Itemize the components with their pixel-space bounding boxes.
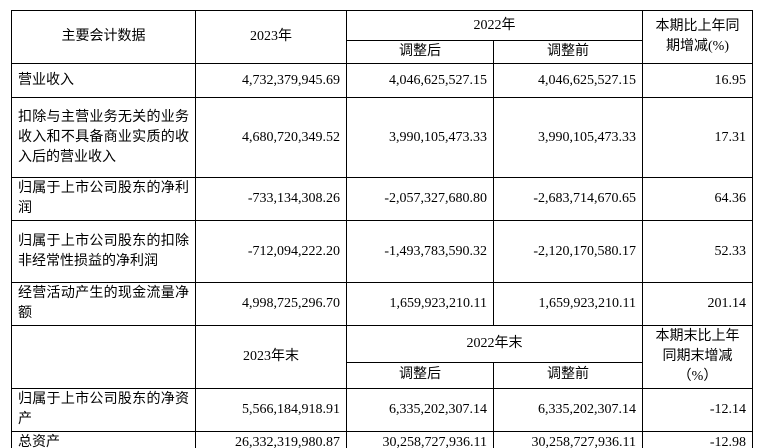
metric-label-cell: 扣除与主营业务无关的业务收入和不具备商业实质的收入后的营业收入 [11,97,196,178]
change-percent-cell: -12.14 [642,388,753,432]
section1-header-row-2: 调整后 调整前 [12,40,753,64]
value-2023-cell: 4,680,720,349.52 [195,97,347,178]
value-adjusted-before-cell: 30,258,727,936.11 [493,431,643,448]
header-2023-end: 2023年末 [195,325,347,389]
value-adjusted-before-cell: 6,335,202,307.14 [493,388,643,432]
table-row-total-assets: 总资产 26,332,319,980.87 30,258,727,936.11 … [11,431,753,448]
header-2023: 2023年 [195,10,347,64]
section1-header-row-1: 主要会计数据 2023年 2022年 本期比上年同期增减(%) [11,10,753,64]
value-adjusted-after-cell: 4,046,625,527.15 [346,63,494,98]
value-adjusted-after-cell: 30,258,727,936.11 [346,431,494,448]
metric-label-cell: 营业收入 [11,63,196,98]
table-row-net-profit: 归属于上市公司股东的净利润 -733,134,308.26 -2,057,327… [11,177,753,221]
value-adjusted-after-cell: 1,659,923,210.11 [346,282,494,326]
table-row-revenue: 营业收入 4,732,379,945.69 4,046,625,527.15 4… [11,63,753,98]
section2-header-row-2: 调整后 调整前 [12,361,753,390]
value-2023-cell: 5,566,184,918.91 [195,388,347,432]
value-2023-cell: 4,732,379,945.69 [195,63,347,98]
header-empty [11,325,196,389]
section2-header-row-1: 2023年末 2022年末 本期末比上年同期末增减（%） [11,325,753,389]
value-adjusted-after-cell: -1,493,783,590.32 [346,220,494,283]
value-adjusted-after-cell: -2,057,327,680.80 [346,177,494,221]
value-adjusted-before-cell: -2,683,714,670.65 [493,177,643,221]
header-adjusted-before: 调整前 [493,40,643,64]
value-2023-cell: 4,998,725,296.70 [195,282,347,326]
header-2022-end: 2022年末 [346,325,643,363]
value-adjusted-before-cell: 4,046,625,527.15 [493,63,643,98]
header-adjusted-after: 调整后 [346,40,494,64]
value-2023-cell: -733,134,308.26 [195,177,347,221]
table-row-net-assets: 归属于上市公司股东的净资产 5,566,184,918.91 6,335,202… [11,388,753,432]
table-row-operating-cash-flow: 经营活动产生的现金流量净额 4,998,725,296.70 1,659,923… [11,282,753,326]
value-adjusted-before-cell: 3,990,105,473.33 [493,97,643,178]
change-percent-cell: 52.33 [642,220,753,283]
value-2023-cell: -712,094,222.20 [195,220,347,283]
table-row-net-profit-excl-nonrecurring: 归属于上市公司股东的扣除非经常性损益的净利润 -712,094,222.20 -… [11,220,753,283]
header-adjusted-after: 调整后 [346,361,494,390]
table-row-revenue-after-deduction: 扣除与主营业务无关的业务收入和不具备商业实质的收入后的营业收入 4,680,72… [11,97,753,178]
value-adjusted-before-cell: 1,659,923,210.11 [493,282,643,326]
metric-label-cell: 经营活动产生的现金流量净额 [11,282,196,326]
financial-summary-table: 主要会计数据 2023年 2022年 本期比上年同期增减(%) 调整后 调整前 … [11,10,753,448]
header-change-percent: 本期比上年同期增减(%) [642,10,753,64]
change-percent-cell: 17.31 [642,97,753,178]
change-percent-cell: -12.98 [642,431,753,448]
value-adjusted-after-cell: 3,990,105,473.33 [346,97,494,178]
value-2023-cell: 26,332,319,980.87 [195,431,347,448]
header-main-metrics: 主要会计数据 [11,10,196,64]
metric-label-cell: 归属于上市公司股东的净资产 [11,388,196,432]
header-end-change-percent: 本期末比上年同期末增减（%） [642,325,753,389]
change-percent-cell: 16.95 [642,63,753,98]
header-2022: 2022年 [346,10,643,41]
value-adjusted-after-cell: 6,335,202,307.14 [346,388,494,432]
change-percent-cell: 64.36 [642,177,753,221]
metric-label-cell: 归属于上市公司股东的净利润 [11,177,196,221]
metric-label-cell: 总资产 [11,431,196,448]
header-adjusted-before: 调整前 [493,361,643,390]
metric-label-cell: 归属于上市公司股东的扣除非经常性损益的净利润 [11,220,196,283]
change-percent-cell: 201.14 [642,282,753,326]
value-adjusted-before-cell: -2,120,170,580.17 [493,220,643,283]
